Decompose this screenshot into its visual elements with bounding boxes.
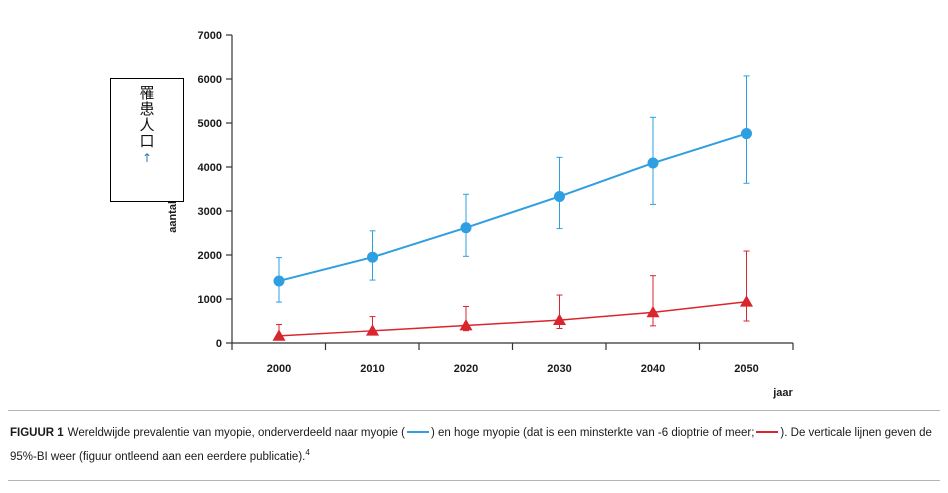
caption-text-b: ) en hoge myopie (dat is een minsterkte … xyxy=(430,427,755,439)
caption-text-a: Wereldwijde prevalentie van myopie, onde… xyxy=(67,427,405,439)
x-tick-label: 2010 xyxy=(360,363,384,375)
caption-text-c: ). De verticale lijnen geven de 95%-BI w… xyxy=(10,427,932,463)
caption-footnote: 4 xyxy=(305,448,310,457)
data-point xyxy=(554,190,565,202)
y-tick-label: 1000 xyxy=(198,294,222,306)
data-point xyxy=(741,128,752,140)
y-tick-label: 2000 xyxy=(198,250,222,262)
data-point xyxy=(460,222,472,234)
data-point xyxy=(646,305,660,318)
overlay-char: 口 xyxy=(139,132,155,150)
caption-bottom-rule xyxy=(8,480,940,481)
y-tick-label: 6000 xyxy=(198,74,222,86)
data-point xyxy=(459,318,473,331)
series-line xyxy=(278,301,747,337)
myopia-line-symbol xyxy=(406,430,429,433)
data-point xyxy=(366,324,379,336)
x-tick-label: 2030 xyxy=(547,363,571,375)
data-point xyxy=(740,295,753,307)
data-point xyxy=(272,329,286,341)
overlay-char: 人 xyxy=(139,116,155,134)
series-line xyxy=(278,132,747,282)
x-tick-label: 2040 xyxy=(641,363,665,375)
caption-lead: FIGUUR 1 xyxy=(10,427,64,439)
arrow-up-icon: ↑ xyxy=(141,151,153,165)
high-myopia-line-symbol xyxy=(756,430,779,433)
data-point xyxy=(273,275,285,287)
chart: 0 1000 2000 3000 4000 5000 6000 7000 2000 2010 202… xyxy=(167,30,794,399)
x-tick-label: 2020 xyxy=(454,363,478,375)
x-axis-title: jaar xyxy=(772,387,793,399)
caption-top-rule xyxy=(8,410,940,411)
x-tick-label: 2000 xyxy=(267,363,291,375)
data-point xyxy=(553,313,566,326)
data-point xyxy=(647,157,659,169)
figure-caption: FIGUUR 1 Wereldwijde prevalentie van myop… xyxy=(10,424,938,467)
y-tick-label: 0 xyxy=(216,338,222,350)
overlay-char: 罹 xyxy=(139,84,155,102)
y-tick-label: 5000 xyxy=(198,118,222,130)
y-tick-label: 7000 xyxy=(198,30,222,42)
x-tick-label: 2050 xyxy=(734,363,758,375)
overlay-popup: 罹 患 人 口 ↑ xyxy=(110,78,184,202)
overlay-char: 患 xyxy=(139,100,155,118)
y-tick-label: 4000 xyxy=(198,162,222,174)
data-point xyxy=(367,251,378,263)
y-tick-label: 3000 xyxy=(198,206,222,218)
